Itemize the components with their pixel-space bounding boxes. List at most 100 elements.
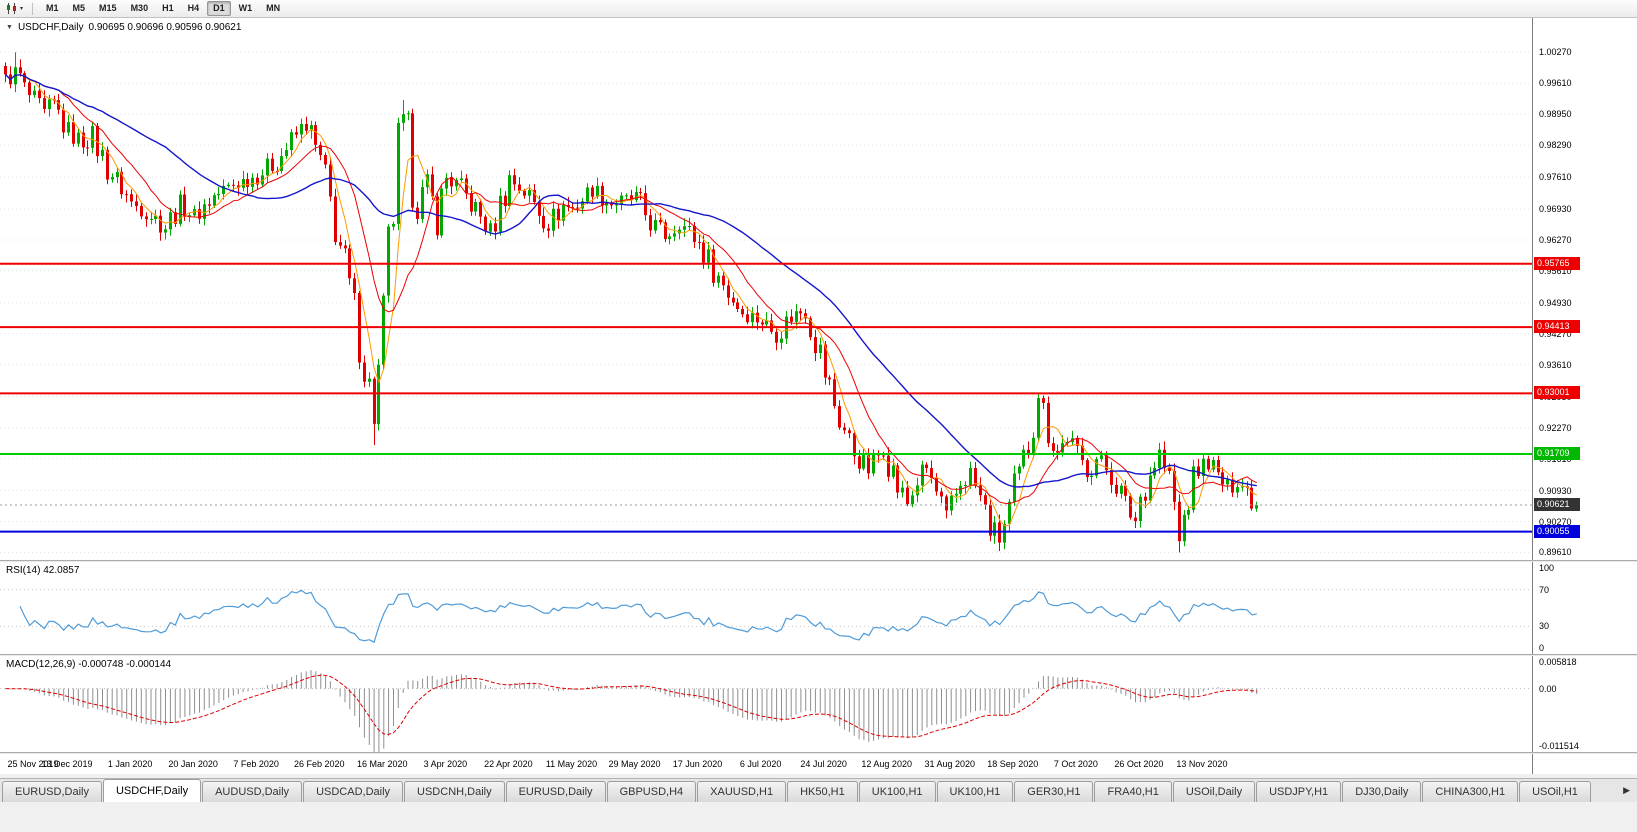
price-tag-0.90055: 0.90055 <box>1534 524 1580 538</box>
price-tick: 0.89610 <box>1539 547 1572 558</box>
price-tick: 0.94270 <box>1539 328 1572 339</box>
chart-tab-usoil-daily[interactable]: USOil,Daily <box>1172 781 1256 802</box>
timeframe-button-m1[interactable]: M1 <box>46 3 59 13</box>
macd-label: MACD(12,26,9) -0.000748 -0.000144 <box>6 659 172 670</box>
date-label: 3 Apr 2020 <box>423 759 468 769</box>
chart-type-dropdown-caret[interactable]: ▾ <box>20 5 24 12</box>
price-tick: 0.98290 <box>1539 140 1572 151</box>
chart-title: ▼ USDCHF,Daily 0.90695 0.90696 0.90596 0… <box>6 22 241 33</box>
timeframe-button-mn[interactable]: MN <box>266 3 281 13</box>
macd-pane: MACD(12,26,9) -0.000748 -0.000144 <box>0 656 1532 752</box>
price-tick: 0.95610 <box>1539 265 1572 276</box>
date-label: 11 May 2020 <box>545 759 598 769</box>
macd-indicator-chart[interactable] <box>0 656 1532 752</box>
chart-tab-usoil-h1[interactable]: USOil,H1 <box>1519 781 1591 802</box>
pane-separator[interactable] <box>0 654 1637 656</box>
date-axis[interactable]: 25 Nov 2019 13 Dec 2019 1 Jan 2020 20 Jan 2… <box>0 754 1532 774</box>
date-label: 18 Sep 2020 <box>987 759 1039 769</box>
date-label: 13 Dec 2019 <box>41 759 93 769</box>
date-label: 7 Feb 2020 <box>233 759 279 769</box>
date-label: 12 Aug 2020 <box>861 759 912 769</box>
rsi-level-100: 100 <box>1539 563 1555 573</box>
candlestick-chart[interactable] <box>0 18 1532 560</box>
chart-tab-hk50-h1[interactable]: HK50,H1 <box>787 781 858 802</box>
timeframe-button-d1[interactable]: D1 <box>207 1 231 16</box>
price-axis[interactable]: 1.00270 0.99610 0.98950 0.98290 0.97610 0.969… <box>1532 18 1637 774</box>
date-label: 20 Jan 2020 <box>168 759 218 769</box>
chart-tabs-bar: EURUSD,Daily USDCHF,Daily AUDUSD,Daily USDC… <box>0 778 1637 802</box>
timeframe-button-h1[interactable]: H1 <box>162 3 174 13</box>
chart-tab-eurusd-daily[interactable]: EURUSD,Daily <box>2 781 102 802</box>
chart-tab-dj30-daily[interactable]: DJ30,Daily <box>1342 781 1422 802</box>
date-label: 31 Aug 2020 <box>924 759 976 769</box>
date-label: 16 Mar 2020 <box>357 759 408 769</box>
collapse-chart-icon[interactable]: ▼ <box>6 24 13 31</box>
chart-tab-usdcnh-daily[interactable]: USDCNH,Daily <box>404 781 505 802</box>
price-tick: 0.96930 <box>1539 203 1572 214</box>
chart-tab-ger30-h1[interactable]: GER30,H1 <box>1014 781 1094 802</box>
main-chart-pane: ▼ USDCHF,Daily 0.90695 0.90696 0.90596 0… <box>0 18 1532 560</box>
status-bar <box>0 802 1637 832</box>
chart-tab-uk100-h1[interactable]: UK100,H1 <box>858 781 936 802</box>
chart-tab-usdjpy-h1[interactable]: USDJPY,H1 <box>1256 781 1342 802</box>
price-tick: 0.93610 <box>1539 359 1572 370</box>
rsi-pane: RSI(14) 42.0857 <box>0 562 1532 654</box>
price-tick: 0.97610 <box>1539 172 1572 183</box>
chart-symbol-label: USDCHF,Daily <box>17 22 84 33</box>
macd-scale-top: 0.005818 <box>1539 657 1577 667</box>
date-label: 1 Jan 2020 <box>107 759 153 769</box>
price-tag-0.95765: 0.95765 <box>1534 256 1580 270</box>
rsi-level-30: 30 <box>1539 621 1550 632</box>
chart-tab-gbpusd-h4[interactable]: GBPUSD,H4 <box>606 781 697 802</box>
timeframe-button-m15[interactable]: M15 <box>99 3 117 13</box>
timeframe-button-m5[interactable]: M5 <box>72 3 86 13</box>
macd-scale-bottom: -0.011514 <box>1539 741 1579 751</box>
date-label: 7 Oct 2020 <box>1053 759 1098 769</box>
price-tag-0.91709: 0.91709 <box>1534 446 1580 460</box>
date-label: 17 Jun 2020 <box>672 759 723 769</box>
date-label: 24 Jul 2020 <box>800 759 847 769</box>
chart-tab-usdcad-daily[interactable]: USDCAD,Daily <box>303 781 404 802</box>
toolbar-separator <box>32 2 34 15</box>
chart-tab-audusd-daily[interactable]: AUDUSD,Daily <box>202 781 303 802</box>
date-label: 25 Nov 2019 <box>7 759 59 769</box>
chart-ohlc-values: 0.90695 0.90696 0.90596 0.90621 <box>88 22 242 33</box>
price-tick: 0.99610 <box>1539 78 1572 89</box>
timeframe-button-h4[interactable]: H4 <box>187 3 200 13</box>
chart-window: ▼ USDCHF,Daily 0.90695 0.90696 0.90596 0… <box>0 18 1637 774</box>
tabs-scroll-right-icon[interactable]: ▶ <box>1620 784 1633 797</box>
price-tick: 0.98950 <box>1539 109 1572 120</box>
macd-scale-zero: 0.00 <box>1539 683 1557 694</box>
price-tick: 0.90270 <box>1539 516 1572 527</box>
pane-separator[interactable] <box>0 560 1637 562</box>
date-label: 13 Nov 2020 <box>1176 759 1228 769</box>
pane-separator[interactable] <box>0 752 1637 754</box>
price-tick: 0.92270 <box>1539 422 1572 433</box>
price-tick: 0.96270 <box>1539 234 1572 245</box>
price-tag-0.94413: 0.94413 <box>1534 320 1580 334</box>
chart-tab-uk100-h1[interactable]: UK100,H1 <box>936 781 1014 802</box>
rsi-level-70: 70 <box>1539 584 1550 595</box>
timeframe-button-w1[interactable]: W1 <box>238 3 253 13</box>
chart-tab-usdchf-daily[interactable]: USDCHF,Daily <box>102 779 202 802</box>
price-tag-0.90621: 0.90621 <box>1534 498 1580 512</box>
chart-tab-xauusd-h1[interactable]: XAUUSD,H1 <box>697 781 787 802</box>
date-label: 29 May 2020 <box>608 759 661 769</box>
candlestick-glyph <box>7 3 16 14</box>
rsi-label: RSI(14) 42.0857 <box>6 565 80 576</box>
date-label: 22 Apr 2020 <box>484 759 533 769</box>
timeframe-toolbar: ▾ M1 M5 M15 M30 H1 H4 D1 W1 MN <box>0 0 1637 18</box>
chart-type-icon[interactable]: ▾ <box>4 2 25 15</box>
price-tag-0.93001: 0.93001 <box>1534 386 1580 400</box>
price-tick: 0.94930 <box>1539 297 1572 308</box>
price-tick: 0.90930 <box>1539 485 1572 496</box>
date-label: 26 Feb 2020 <box>293 759 345 769</box>
timeframe-button-m30[interactable]: M30 <box>130 3 149 13</box>
chart-tab-fra40-h1[interactable]: FRA40,H1 <box>1094 781 1172 802</box>
price-tick: 1.00270 <box>1539 47 1572 58</box>
chart-tab-eurusd-daily[interactable]: EURUSD,Daily <box>505 781 606 802</box>
chart-tab-china300-h1[interactable]: CHINA300,H1 <box>1422 781 1519 802</box>
rsi-indicator-chart[interactable] <box>0 562 1532 654</box>
date-label: 26 Oct 2020 <box>1114 759 1164 769</box>
